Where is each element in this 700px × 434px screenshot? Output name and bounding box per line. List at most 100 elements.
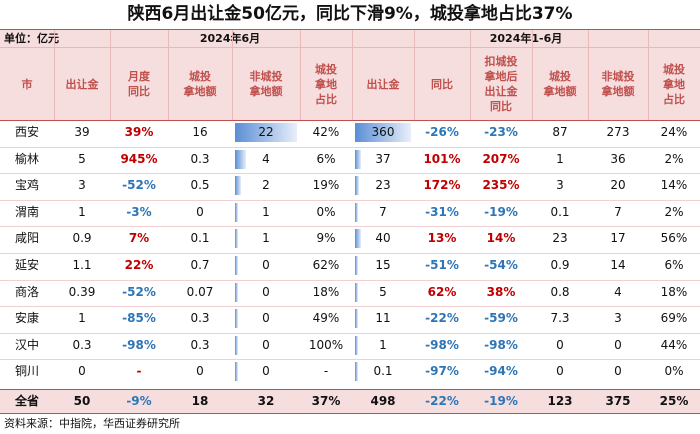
row-divider <box>0 173 700 175</box>
cell-june-revenue: 1.1 <box>72 258 92 272</box>
cell-h1-share: 44% <box>660 337 688 352</box>
group-h1-label: 2024年1-6月 <box>489 32 563 45</box>
header-separator <box>470 30 471 120</box>
cell-june-mom: 22% <box>124 258 154 272</box>
cell-june-mom: -3% <box>126 204 152 219</box>
header-h1-non-chengtou: 非城投 拿地额 <box>601 70 635 98</box>
cell-june-mom: -52% <box>122 178 156 193</box>
cell-june-mom: 39% <box>124 125 154 139</box>
cell-h1-non-chengtou: 20 <box>610 178 626 193</box>
cell-june-revenue: 3 <box>78 178 86 193</box>
cell-june-chengtou: 0.3 <box>190 311 210 326</box>
total-band <box>0 389 700 413</box>
cell-h1-chengtou: 7.3 <box>550 311 570 326</box>
cell-june-mom: -9% <box>126 394 152 408</box>
cell-h1-adj-yoy: -59% <box>484 311 518 326</box>
cell-h1-revenue: 7 <box>379 204 387 219</box>
data-bar-june-non-chengtou <box>235 282 238 302</box>
data-bar-june-non-chengtou <box>235 149 246 169</box>
source-note: 资料来源：中指院，华西证券研究所 <box>4 417 180 430</box>
cell-h1-yoy: -51% <box>425 258 459 272</box>
cell-h1-share: 24% <box>660 125 688 139</box>
cell-june-non-chengtou: 0 <box>262 337 270 352</box>
header-separator <box>532 30 533 120</box>
cell-h1-chengtou: 0 <box>556 364 564 379</box>
cell-h1-non-chengtou: 273 <box>606 125 630 139</box>
cell-h1-chengtou: 123 <box>547 394 573 408</box>
cell-june-chengtou: 0.3 <box>190 337 210 352</box>
cell-june-non-chengtou: 1 <box>262 204 270 219</box>
row-divider <box>0 279 700 281</box>
cell-h1-chengtou: 0.1 <box>550 204 570 219</box>
header-separator <box>648 30 649 120</box>
unit-label: 单位：亿元 <box>4 32 59 45</box>
cell-june-share: 100% <box>308 337 344 352</box>
cell-june-non-chengtou: 2 <box>262 178 270 193</box>
cell-h1-non-chengtou: 14 <box>610 258 626 272</box>
data-bar-june-non-chengtou <box>235 176 241 196</box>
cell-h1-yoy: 13% <box>427 231 457 246</box>
cell-h1-adj-yoy: -94% <box>484 364 518 379</box>
cell-h1-share: 25% <box>659 394 689 408</box>
cell-h1-yoy: -31% <box>425 204 459 219</box>
cell-h1-non-chengtou: 36 <box>610 151 626 166</box>
table-row: 商洛 0.39 -52% 0.07 0 18% 5 62% 38% 0.8 4 18% <box>0 281 700 304</box>
table-row: 汉中 0.3 -98% 0.3 0 100% 1 -98% -98% 0 0 44% <box>0 334 700 357</box>
data-bar-h1-revenue <box>355 282 358 302</box>
cell-h1-chengtou: 0.8 <box>550 284 570 299</box>
cell-h1-share: 14% <box>660 178 688 193</box>
cell-june-revenue: 0.39 <box>68 284 96 299</box>
data-bar-june-non-chengtou <box>235 309 238 329</box>
cell-june-revenue: 5 <box>78 151 86 166</box>
top-rule <box>0 29 700 30</box>
cell-june-share: 19% <box>312 178 340 193</box>
data-bar-h1-revenue <box>355 202 358 222</box>
cell-june-non-chengtou: 32 <box>257 394 275 408</box>
header-separator <box>54 30 55 120</box>
cell-h1-yoy: -98% <box>425 337 459 352</box>
header-h1-yoy: 同比 <box>431 77 453 91</box>
cell-june-revenue: 1 <box>78 311 86 326</box>
cell-h1-non-chengtou: 375 <box>605 394 631 408</box>
cell-h1-yoy: -22% <box>425 311 459 326</box>
data-bar-h1-revenue <box>355 309 358 329</box>
cell-city: 咸阳 <box>14 231 39 246</box>
cell-june-share: 0% <box>316 204 336 219</box>
cell-june-chengtou: 0.1 <box>190 231 210 246</box>
header-separator <box>168 30 169 120</box>
data-bar-june-non-chengtou <box>235 229 238 249</box>
cell-h1-chengtou: 1 <box>556 151 564 166</box>
header-separator <box>352 30 353 120</box>
cell-h1-revenue: 15 <box>375 258 391 272</box>
row-divider <box>0 146 700 148</box>
cell-h1-revenue: 498 <box>370 394 396 408</box>
cell-h1-adj-yoy: 235% <box>482 178 520 193</box>
cell-city: 延安 <box>14 258 39 272</box>
bottom-rule <box>0 413 700 414</box>
cell-june-mom: 945% <box>120 151 158 166</box>
cell-june-share: 9% <box>316 231 336 246</box>
data-bar-june-non-chengtou <box>235 335 238 355</box>
page-title: 陕西6月出让金50亿元，同比下滑9%，城投拿地占比37% <box>127 4 573 24</box>
group-rule <box>0 47 700 48</box>
cell-june-chengtou: 0.3 <box>190 151 210 166</box>
header-june-non-chengtou: 非城投 拿地额 <box>249 70 283 98</box>
cell-h1-share: 2% <box>664 204 684 219</box>
cell-h1-chengtou: 87 <box>552 125 568 139</box>
cell-june-chengtou: 16 <box>192 125 208 139</box>
cell-h1-adj-yoy: -23% <box>484 125 518 139</box>
cell-h1-non-chengtou: 0 <box>614 364 622 379</box>
total-rule <box>0 389 700 390</box>
header-separator <box>300 30 301 120</box>
cell-h1-non-chengtou: 17 <box>610 231 626 246</box>
cell-june-chengtou: 0 <box>196 364 204 379</box>
cell-h1-revenue: 37 <box>375 151 391 166</box>
cell-city: 铜川 <box>14 364 39 379</box>
cell-h1-yoy: 101% <box>423 151 461 166</box>
data-bar-june-non-chengtou <box>235 362 238 382</box>
table-row: 安康 1 -85% 0.3 0 49% 11 -22% -59% 7.3 3 69% <box>0 307 700 330</box>
data-bar-june-non-chengtou <box>235 256 238 275</box>
table-row: 宝鸡 3 -52% 0.5 2 19% 23 172% 235% 3 20 14% <box>0 174 700 197</box>
header-h1-share: 城投 拿地 占比 <box>663 62 685 106</box>
header-h1-adj-yoy: 扣城投 拿地后 出让金 同比 <box>484 55 518 113</box>
